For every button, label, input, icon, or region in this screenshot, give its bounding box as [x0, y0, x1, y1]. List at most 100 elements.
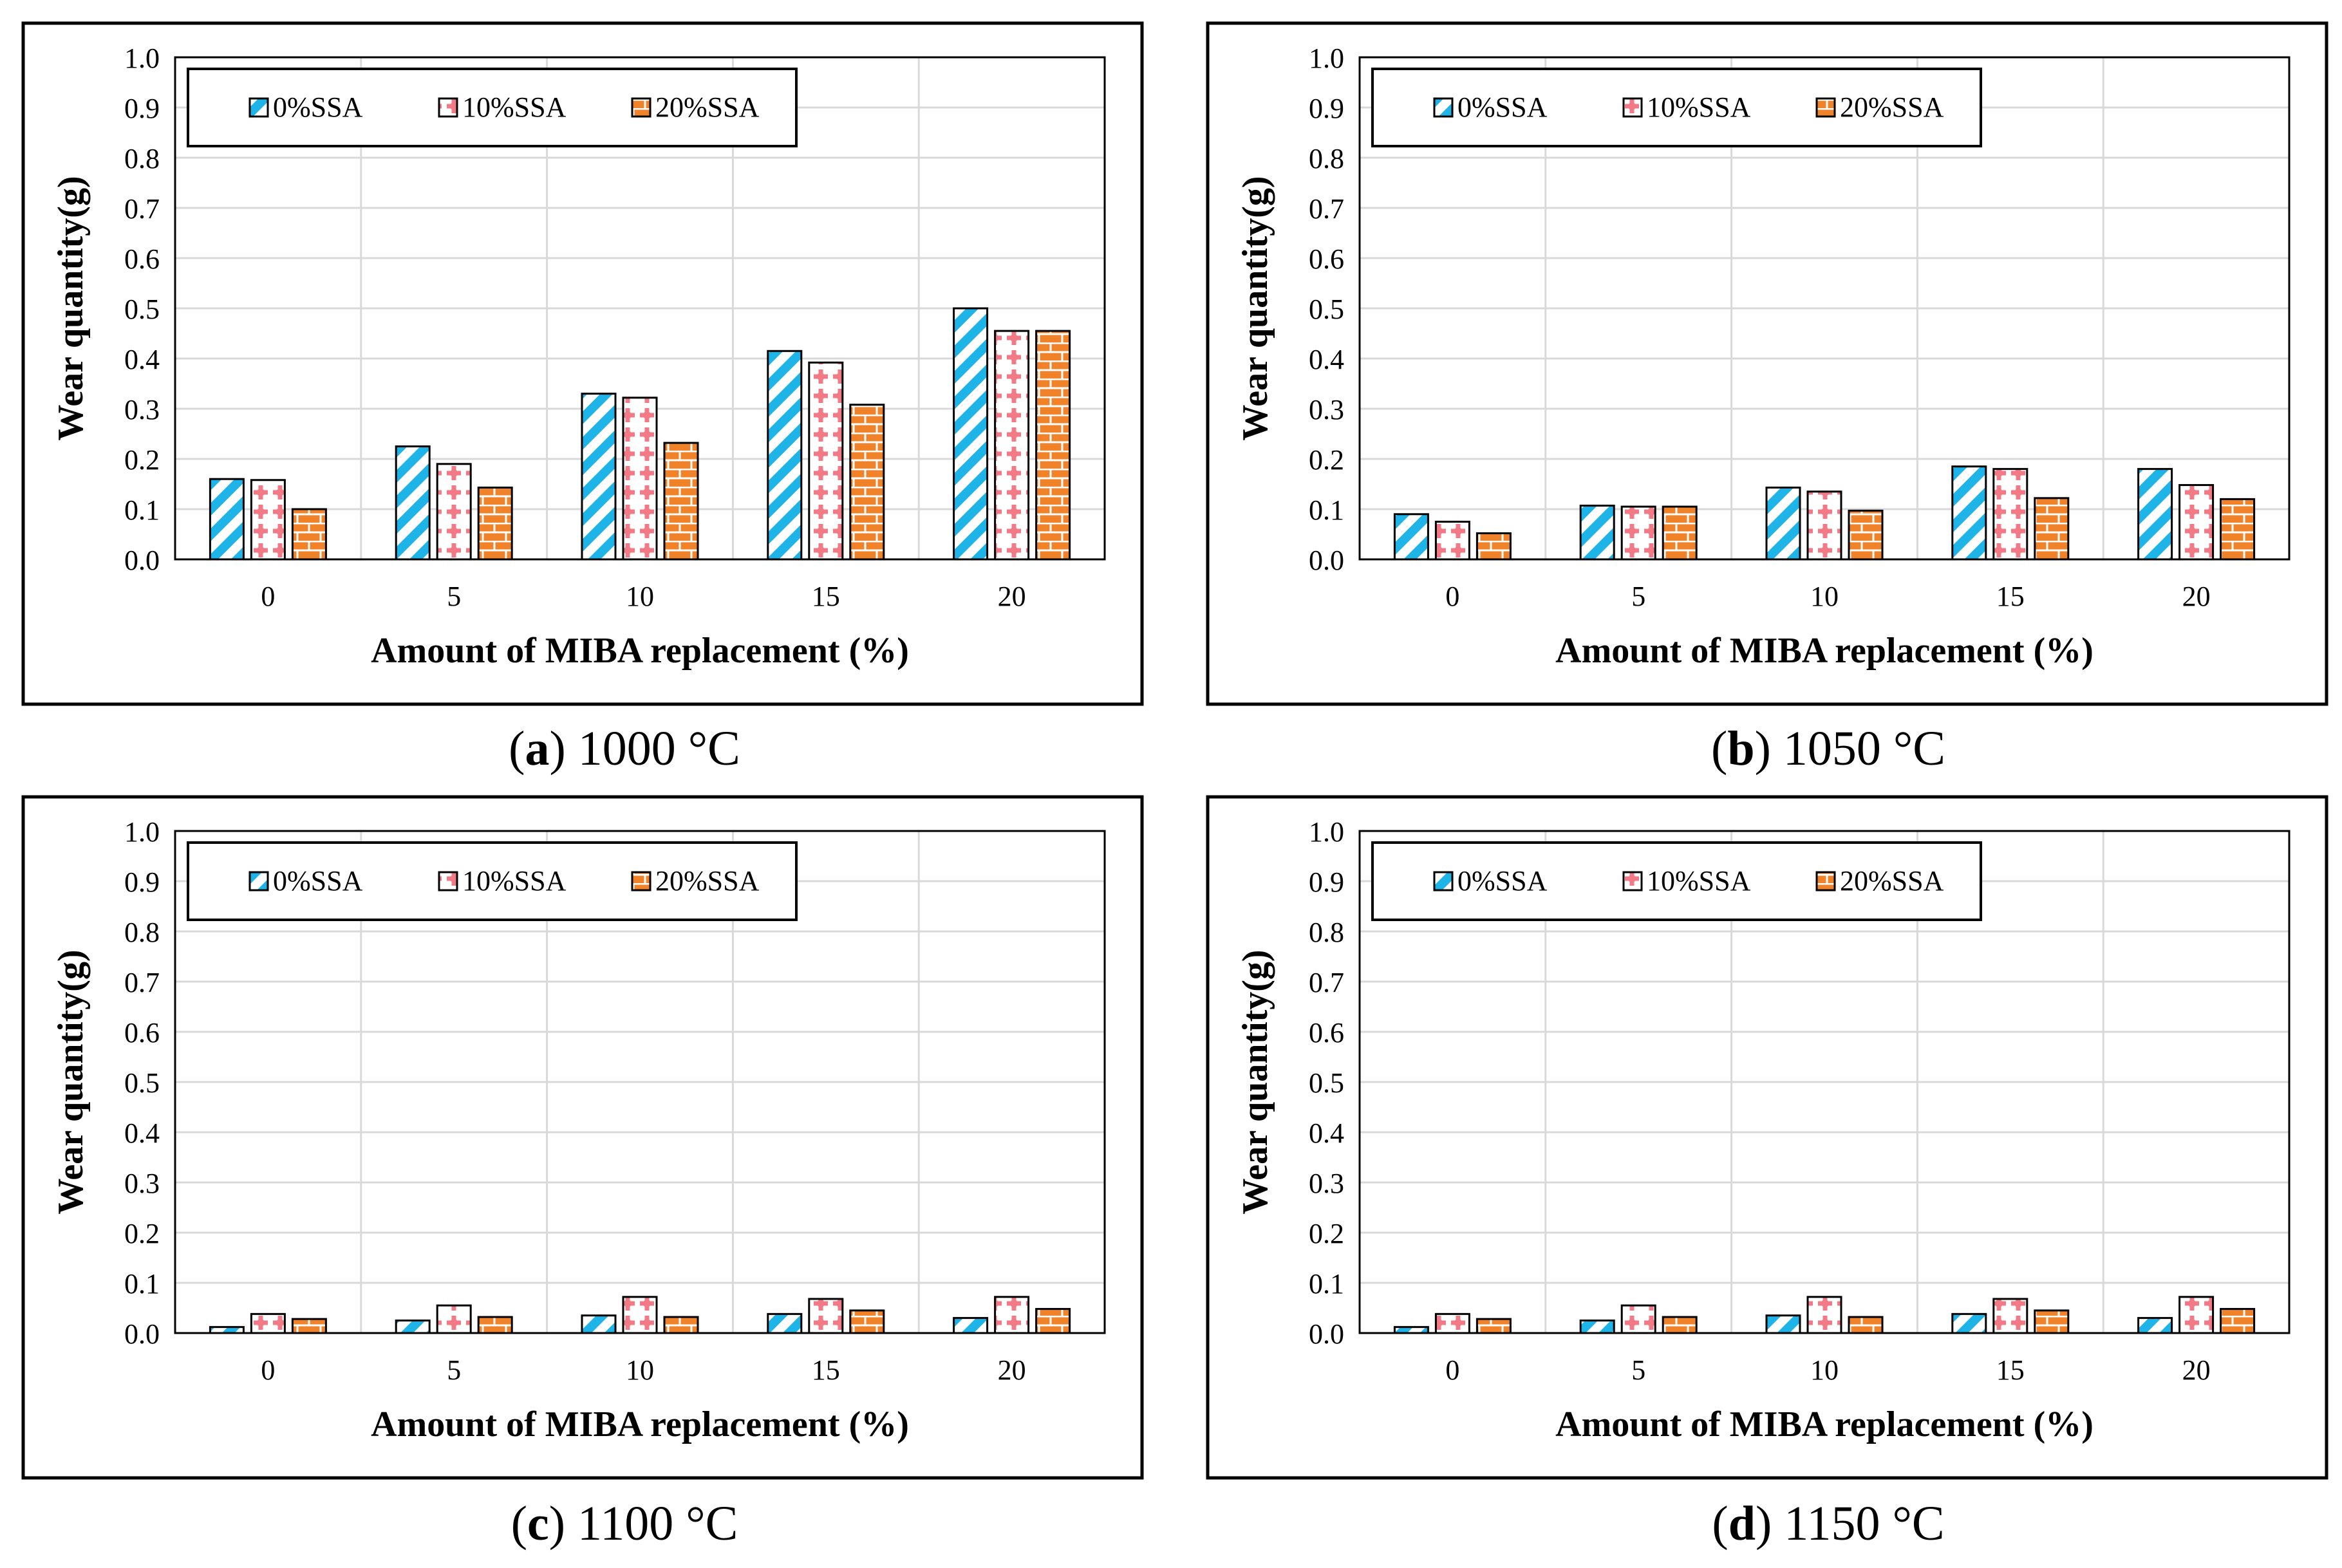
- y-tick-label: 0.4: [124, 344, 160, 375]
- y-tick-label: 0.8: [124, 143, 160, 174]
- y-tick-label: 0.6: [1309, 243, 1344, 275]
- legend-label: 10%SSA: [462, 91, 567, 123]
- y-tick-label: 0.0: [124, 1318, 160, 1350]
- y-tick-label: 0.9: [1309, 866, 1344, 898]
- legend-label: 0%SSA: [273, 865, 363, 897]
- legend-swatch: [1815, 97, 1836, 118]
- bar-20pctssa-5: [1662, 1316, 1698, 1334]
- legend-label: 10%SSA: [1647, 865, 1751, 897]
- bar-10pctssa-15: [1992, 468, 2028, 561]
- bar-20pctssa-0: [291, 508, 327, 561]
- bar-0pctssa-0: [209, 478, 245, 561]
- x-tick-label: 5: [1631, 581, 1645, 612]
- x-tick-label: 10: [1810, 1354, 1839, 1386]
- caption-b: (b) 1050 °C: [1711, 722, 1945, 776]
- x-tick-label: 5: [447, 1354, 461, 1386]
- bar-20pctssa-10: [1848, 1316, 1884, 1334]
- y-tick-label: 0.8: [124, 917, 160, 948]
- y-tick-label: 0.6: [1309, 1017, 1344, 1049]
- y-tick-label: 0.4: [1309, 344, 1344, 375]
- legend-swatch: [1433, 97, 1454, 118]
- legend-swatch: [1815, 871, 1836, 891]
- bar-20pctssa-5: [1662, 505, 1698, 561]
- bar-10pctssa-15: [1992, 1298, 2028, 1334]
- caption-a: (a) 1000 °C: [509, 722, 740, 776]
- bar-10pctssa-20: [994, 1296, 1030, 1334]
- bar-20pctssa-15: [849, 404, 885, 561]
- bar-10pctssa-20: [2178, 484, 2215, 561]
- bar-0pctssa-20: [953, 1317, 989, 1334]
- y-tick-label: 0.5: [124, 294, 160, 325]
- bar-10pctssa-0: [250, 479, 286, 561]
- y-tick-label: 0.9: [1309, 93, 1344, 124]
- caption-c: (c) 1100 °C: [511, 1497, 738, 1551]
- legend-swatch: [1622, 97, 1643, 118]
- bar-0pctssa-15: [767, 1312, 803, 1334]
- caption-letter: a: [525, 722, 550, 776]
- y-tick-label: 0.2: [124, 1218, 160, 1249]
- x-tick-label: 10: [626, 581, 654, 612]
- y-tick-label: 0.3: [124, 394, 160, 425]
- legend-swatch: [1622, 871, 1643, 891]
- legend-swatch: [631, 871, 651, 891]
- legend-box: [1371, 68, 1982, 147]
- legend-swatch: [248, 97, 269, 118]
- y-axis-title: Wear quantity(g): [51, 949, 91, 1214]
- bar-0pctssa-5: [395, 1320, 431, 1334]
- bar-0pctssa-15: [1951, 465, 1987, 561]
- x-tick-label: 20: [2182, 1354, 2211, 1386]
- y-tick-label: 0.4: [124, 1117, 160, 1149]
- legend-label: 20%SSA: [1840, 865, 1944, 897]
- bar-0pctssa-20: [953, 307, 989, 561]
- x-tick-label: 0: [261, 1354, 275, 1386]
- bar-0pctssa-5: [395, 445, 431, 561]
- bar-0pctssa-0: [209, 1326, 245, 1334]
- y-tick-label: 0.2: [1309, 1218, 1344, 1249]
- legend-swatch: [438, 871, 458, 891]
- y-tick-label: 0.2: [124, 444, 160, 476]
- legend-label: 20%SSA: [1840, 91, 1944, 123]
- caption-text: 1150 °C: [1772, 1497, 1945, 1551]
- chart-panel-a: 0.0 0.1 0.2 0.3 0.4 0.5 0.6 0.7 0.8 0.9 1.0 0 5 10 15 2…: [21, 21, 1144, 706]
- legend: 0%SSA 10%SSA 20%SSA: [187, 841, 798, 921]
- bar-0pctssa-20: [2137, 1317, 2173, 1334]
- bar-0pctssa-5: [1579, 1320, 1615, 1334]
- legend-box: [187, 841, 798, 921]
- legend-label: 10%SSA: [1647, 91, 1751, 123]
- bar-20pctssa-10: [663, 1316, 699, 1334]
- x-axis-title: Amount of MIBA replacement (%): [371, 631, 909, 671]
- legend-label: 20%SSA: [655, 865, 760, 897]
- legend-box: [1371, 841, 1982, 921]
- legend-label: 0%SSA: [273, 91, 363, 123]
- bar-0pctssa-0: [1393, 1326, 1429, 1334]
- caption-letter: d: [1728, 1497, 1756, 1551]
- bar-10pctssa-5: [1620, 505, 1656, 561]
- caption-d: (d) 1150 °C: [1712, 1497, 1945, 1551]
- bar-0pctssa-10: [1765, 486, 1801, 561]
- y-tick-label: 0.3: [1309, 1168, 1344, 1199]
- bar-20pctssa-0: [291, 1318, 327, 1334]
- y-tick-label: 0.7: [124, 193, 160, 225]
- x-axis-title: Amount of MIBA replacement (%): [1555, 631, 2094, 671]
- bar-0pctssa-15: [767, 350, 803, 561]
- bar-0pctssa-10: [581, 393, 617, 561]
- bar-0pctssa-0: [1393, 513, 1429, 561]
- legend-swatch: [438, 97, 458, 118]
- y-tick-label: 0.7: [1309, 967, 1344, 998]
- caption-text: 1100 °C: [565, 1497, 738, 1551]
- legend-swatch: [1433, 871, 1454, 891]
- chart-panel-d: 0.0 0.1 0.2 0.3 0.4 0.5 0.6 0.7 0.8 0.9 1.0 0 5 10 15 2…: [1206, 795, 2328, 1480]
- bar-20pctssa-10: [663, 442, 699, 561]
- y-tick-label: 0.0: [124, 545, 160, 576]
- x-tick-label: 0: [261, 581, 275, 612]
- bar-10pctssa-5: [436, 1304, 472, 1334]
- legend-label: 10%SSA: [462, 865, 567, 897]
- x-tick-label: 20: [998, 581, 1026, 612]
- bar-0pctssa-20: [2137, 468, 2173, 561]
- legend-label: 0%SSA: [1457, 865, 1548, 897]
- y-tick-label: 1.0: [124, 816, 160, 848]
- caption-letter: b: [1727, 722, 1755, 776]
- y-tick-label: 0.3: [1309, 394, 1344, 425]
- x-tick-label: 15: [1996, 581, 2025, 612]
- bar-20pctssa-20: [1035, 1308, 1071, 1334]
